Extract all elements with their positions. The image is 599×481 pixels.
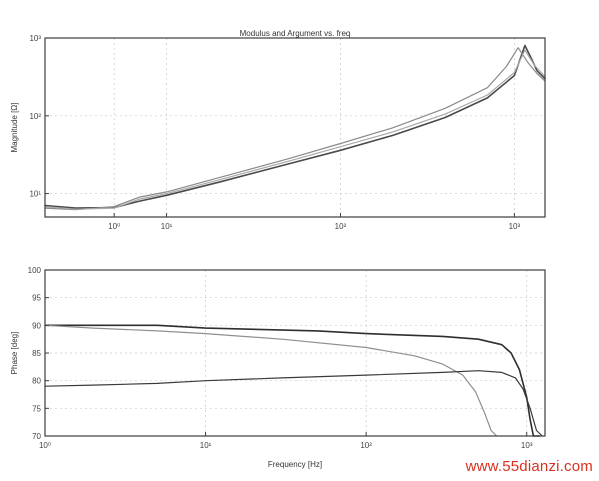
y-tick-label: 10¹ xyxy=(29,190,41,199)
y-tick-label: 85 xyxy=(32,349,41,358)
y-axis-label: Phase [deg] xyxy=(10,332,19,375)
x-tick-label: 10⁰ xyxy=(108,222,120,231)
x-tick-label: 10¹ xyxy=(161,222,173,231)
y-tick-label: 95 xyxy=(32,294,41,303)
x-tick-label: 10³ xyxy=(509,222,521,231)
series-line-1 xyxy=(44,324,541,437)
chart-title: Modulus and Argument vs. freq xyxy=(240,29,351,38)
x-tick-label: 10¹ xyxy=(200,441,212,450)
magnitude-panel: 10⁰ 10¹ 10² 10³ 10¹ 10² 10³ Modulus and Argumen… xyxy=(10,29,546,231)
series-line-2 xyxy=(44,324,498,437)
y-tick-label: 90 xyxy=(32,321,41,330)
x-axis-label: Frequency [Hz] xyxy=(268,460,322,469)
y-tick-label: 75 xyxy=(32,404,41,413)
y-tick-label: 80 xyxy=(32,377,41,386)
y-tick-label: 100 xyxy=(28,266,42,275)
x-tick-label: 10² xyxy=(335,222,347,231)
y-tick-label: 70 xyxy=(32,432,41,441)
y-tick-label: 10² xyxy=(29,112,41,121)
series-line-1 xyxy=(44,44,546,209)
x-tick-label: 10³ xyxy=(521,441,533,450)
x-tick-label: 10⁰ xyxy=(39,441,51,450)
series-line-2 xyxy=(44,47,546,211)
watermark-text: www.55dianzi.com xyxy=(465,458,593,475)
y-axis-label: Magnitude [Ω] xyxy=(10,102,19,152)
y-tick-label: 10³ xyxy=(29,34,41,43)
plot-frame xyxy=(44,37,546,218)
x-tick-label: 10² xyxy=(360,441,372,450)
series-line-3 xyxy=(44,49,546,210)
phase-panel: 10⁰ 10¹ 10² 10³ 70 75 80 85 90 95 100 Phase [deg] Fr… xyxy=(10,266,546,469)
series-line-3 xyxy=(44,370,543,437)
